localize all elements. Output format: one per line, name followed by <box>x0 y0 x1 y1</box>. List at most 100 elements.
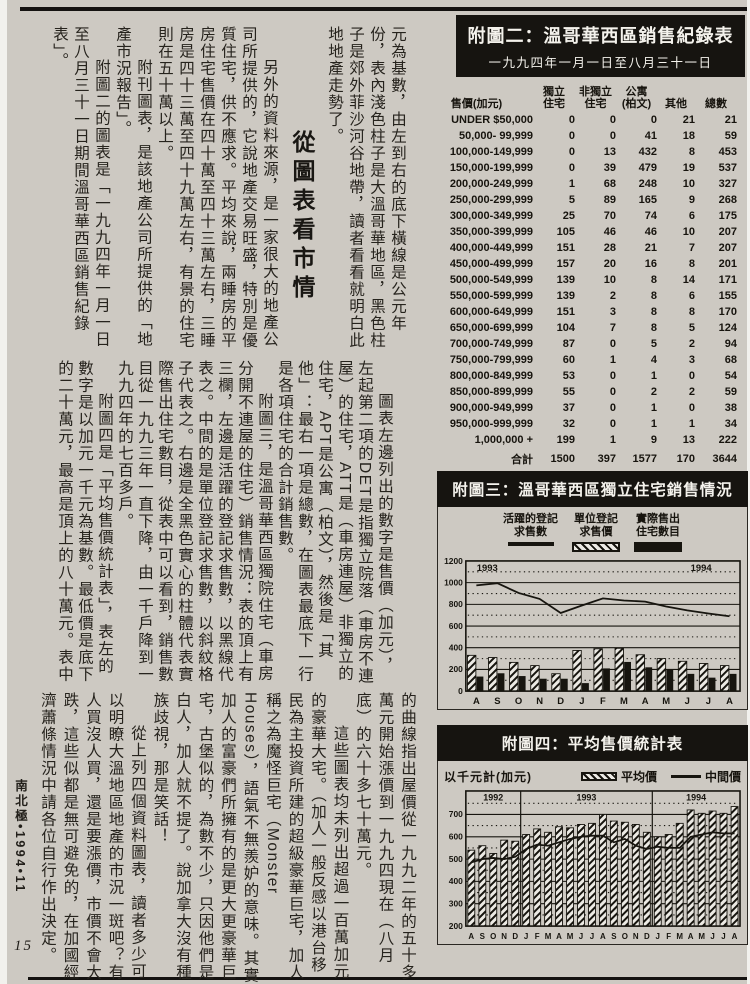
count-cell: 68 <box>724 354 737 366</box>
column-header: 總數 <box>695 98 737 110</box>
count-cell: 5 <box>650 338 657 350</box>
table-row: 250,000-299,999 5 89 165 9 268 <box>420 192 745 208</box>
count-cell: 8 <box>650 274 657 286</box>
svg-text:A: A <box>556 932 562 941</box>
table-row: 900,000-949,999 37 0 1 0 38 <box>420 400 745 416</box>
line-swatch <box>507 542 554 546</box>
count-cell: 59 <box>724 386 737 398</box>
count-cell: 124 <box>718 322 737 334</box>
count-cell: 5 <box>688 322 695 334</box>
svg-text:O: O <box>515 695 522 706</box>
svg-text:J: J <box>524 932 528 941</box>
table-row: 550,000-599,999 139 2 8 6 155 <box>420 288 745 304</box>
price-range-cell: 850,000-899,999 <box>449 386 533 398</box>
count-cell: 8 <box>688 146 695 158</box>
count-cell: 18 <box>682 130 695 142</box>
figure2-subtitle: 一九九四年一月一日至八月三十一日 <box>488 56 713 70</box>
table-total-row: 合計 1500 397 1577 170 3644 <box>420 451 745 467</box>
count-cell: 453 <box>718 146 737 158</box>
header-line: 公寓 <box>625 86 648 98</box>
count-cell: 6 <box>688 290 695 302</box>
count-cell: 0 <box>688 402 695 414</box>
count-cell: 151 <box>556 242 575 254</box>
svg-text:J: J <box>590 932 594 941</box>
article-band-3: 的曲線指出屋價從一九九二年的五十多萬元開始漲價到一九九四現在（八月底）的六十多七… <box>39 692 418 984</box>
price-range-cell: 800,000-849,999 <box>449 370 533 382</box>
count-cell: 0 <box>609 418 616 430</box>
price-range-cell: 250,000-299,999 <box>449 194 533 206</box>
svg-text:S: S <box>480 932 485 941</box>
count-cell: 16 <box>644 258 657 270</box>
count-cell: 139 <box>556 290 575 302</box>
figure4-titlebar: 附圖四：平均售價統計表 <box>437 725 748 761</box>
svg-text:700: 700 <box>449 809 463 819</box>
table-row: 800,000-849,999 53 0 1 0 54 <box>420 368 745 384</box>
count-cell: 19 <box>682 162 695 174</box>
table-row: 450,000-499,999 157 20 16 8 201 <box>420 256 745 272</box>
article-paragraph: 元為基數，由左到右的底下橫線是公元年份，表內淺色柱子是大溫哥華地區，黑色柱子是郊… <box>326 26 406 349</box>
figure3-titlebar: 附圖三：溫哥華西區獨立住宅銷售情況 <box>437 471 748 507</box>
count-cell: 46 <box>603 226 616 238</box>
count-cell: 327 <box>718 178 737 190</box>
figure2-title: 附圖二：溫哥華西區銷售紀錄表 <box>467 26 734 46</box>
count-cell: 13 <box>682 434 695 446</box>
count-cell: 201 <box>718 258 737 270</box>
count-cell: 8 <box>650 306 657 318</box>
count-cell: 155 <box>718 290 737 302</box>
legend-label: 平均價 <box>620 770 657 784</box>
count-cell: 94 <box>724 338 737 350</box>
count-cell: 21 <box>682 114 695 126</box>
count-cell: 0 <box>609 130 616 142</box>
svg-text:F: F <box>535 932 540 941</box>
table-row: 200,000-249,999 1 68 248 10 327 <box>420 176 745 192</box>
article-paragraph: 的曲線指出屋價從一九九二年的五十多萬元開始漲價到一九九四現在（八月底）的六十多七… <box>354 692 416 981</box>
legend-label: 實際售出 <box>636 513 680 525</box>
count-cell: 1577 <box>632 453 657 465</box>
svg-text:1994: 1994 <box>691 562 713 573</box>
price-range-cell: 400,000-449,999 <box>449 242 533 254</box>
count-cell: 37 <box>562 402 575 414</box>
svg-text:D: D <box>557 695 564 706</box>
count-cell: 53 <box>562 370 575 382</box>
count-cell: 59 <box>724 130 737 142</box>
legend-label: 單位登記 <box>574 513 618 525</box>
table-row: 50,000- 99,999 0 0 41 18 59 <box>420 128 745 144</box>
svg-text:M: M <box>662 695 670 706</box>
table-row: 300,000-349,999 25 70 74 6 175 <box>420 208 745 224</box>
count-cell: 25 <box>562 210 575 222</box>
svg-text:400: 400 <box>449 876 463 886</box>
column-header: 公寓 (柏文) <box>616 86 657 110</box>
price-range-cell: 350,000-399,999 <box>449 226 533 238</box>
count-cell: 171 <box>718 274 737 286</box>
svg-text:A: A <box>642 695 649 706</box>
count-cell: 87 <box>562 338 575 350</box>
table-row: UNDER $50,000 0 0 0 21 21 <box>420 112 745 128</box>
count-cell: 0 <box>568 162 575 174</box>
count-cell: 1 <box>568 178 575 190</box>
header-line: 總數 <box>705 98 727 110</box>
count-cell: 55 <box>562 386 575 398</box>
count-cell: 175 <box>718 210 737 222</box>
svg-text:1200: 1200 <box>444 556 463 566</box>
svg-text:1993: 1993 <box>576 792 596 802</box>
figure3-chart: A S O N D J F M A M J J A 0 200 400 600 800 1000 1200 1993 19… <box>440 556 745 707</box>
count-cell: 0 <box>568 114 575 126</box>
article-paragraph: 這些圖表均未列出超過一百萬加元的豪華大宅。（加人一般反感以港台移民為主投資所建的… <box>151 692 349 984</box>
count-cell: 28 <box>603 242 616 254</box>
count-cell: 60 <box>562 354 575 366</box>
count-cell: 14 <box>682 274 695 286</box>
column-header: 售價(加元) <box>420 98 533 110</box>
count-cell: 0 <box>568 130 575 142</box>
svg-text:N: N <box>536 695 543 706</box>
article-paragraph: 附圖二的圖表是「一九九四年一月一日至八月三十一日期間溫哥華西區銷售紀錄表」。 <box>51 26 110 348</box>
count-cell: 2 <box>688 338 695 350</box>
figure3-detached-sales: 附圖三：溫哥華西區獨立住宅銷售情況 活躍的登記 求售數 單位登記 求售價 實際售出 住宅數… <box>437 471 748 710</box>
price-range-cell: 700,000-749,999 <box>449 338 533 350</box>
price-range-cell: 100,000-149,999 <box>449 146 533 158</box>
svg-text:A: A <box>600 932 606 941</box>
legend-item: 實際售出 住宅數目 <box>634 513 682 552</box>
svg-text:F: F <box>600 695 606 706</box>
header-line: 其他 <box>665 98 687 110</box>
count-cell: 2 <box>688 386 695 398</box>
column-header: 非獨立 住宅 <box>575 86 616 110</box>
